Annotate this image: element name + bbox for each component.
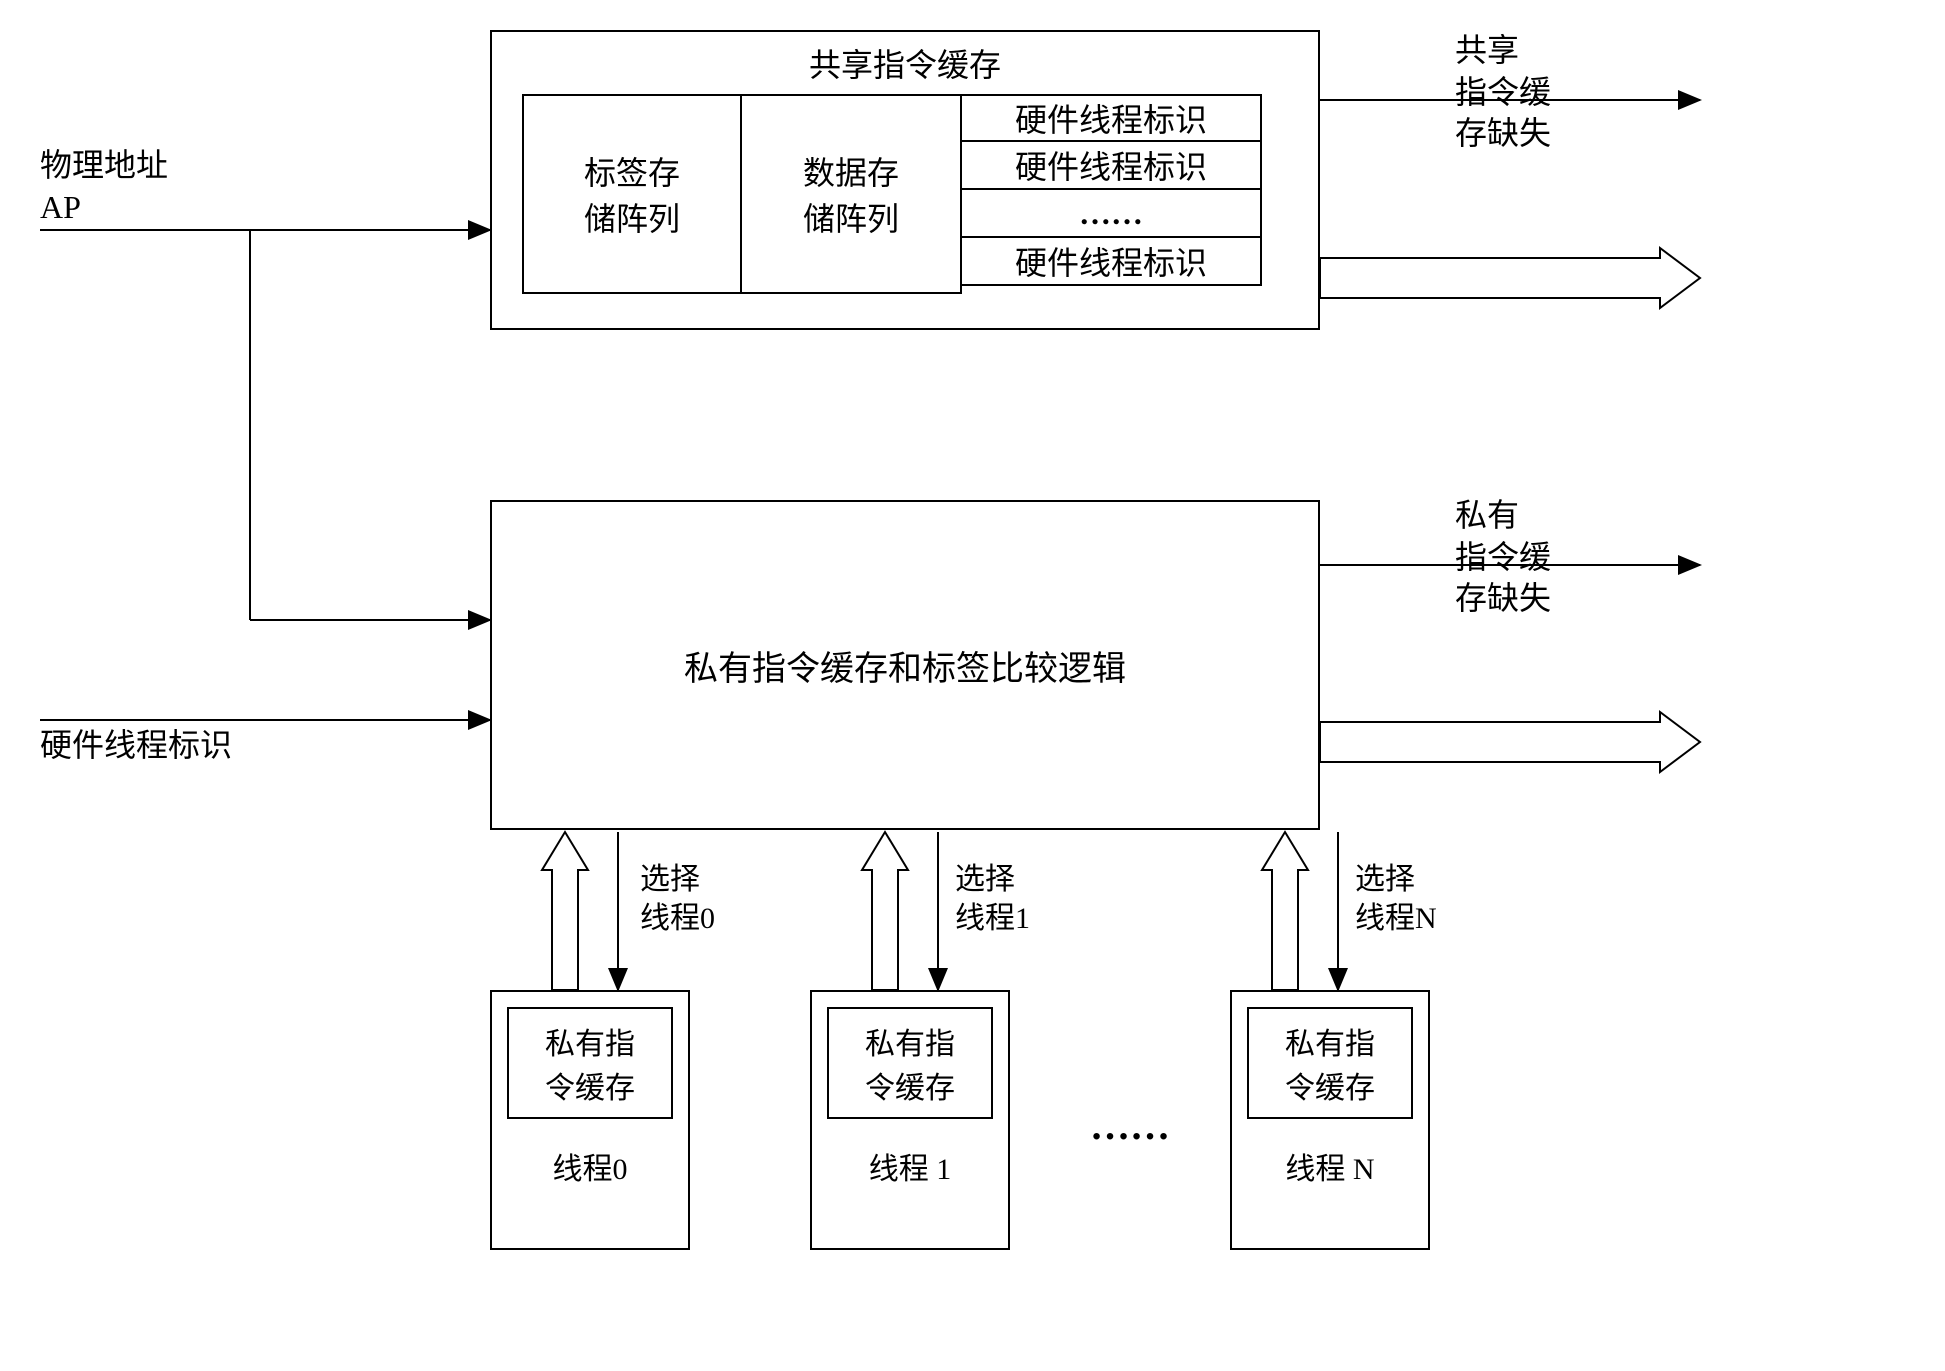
t0-pc-l2: 令缓存 <box>519 1063 661 1107</box>
physical-address-label: 物理地址 AP <box>40 145 168 228</box>
data-array-l2: 储阵列 <box>803 194 899 240</box>
private-miss-label: 私有 指令缓 存缺失 <box>1455 495 1551 620</box>
select-thread0-label: 选择 线程0 <box>640 860 715 938</box>
shared-miss-l2: 指令缓 <box>1455 72 1551 114</box>
private-cache-instr-text: 缓存指令 <box>1500 722 1628 758</box>
private-miss-l2: 指令缓 <box>1455 537 1551 579</box>
hw-thread-list: 硬件线程标识 硬件线程标识 …… 硬件线程标识 <box>962 94 1262 294</box>
thread0-label: 线程0 <box>507 1144 673 1188</box>
shared-cache-title: 共享指令缓存 <box>492 40 1318 86</box>
hw-thread-id-label: 硬件线程标识 <box>40 725 232 767</box>
threads-ellipsis: …… <box>1090 1100 1170 1152</box>
threadN-private-cache: 私有指 令缓存 <box>1247 1007 1413 1119</box>
thread1-label: 线程 1 <box>827 1144 993 1188</box>
sel1-l1: 选择 <box>955 860 1030 899</box>
thread0-private-cache: 私有指 令缓存 <box>507 1007 673 1119</box>
selN-l1: 选择 <box>1355 860 1437 899</box>
tN-pc-l2: 令缓存 <box>1259 1063 1401 1107</box>
hw-thread-row-1: 硬件线程标识 <box>962 94 1262 142</box>
thread0-up-arrow <box>542 832 588 990</box>
shared-miss-l1: 共享 <box>1455 30 1551 72</box>
select-thread1-label: 选择 线程1 <box>955 860 1030 938</box>
private-miss-l1: 私有 <box>1455 495 1551 537</box>
private-logic-title: 私有指令缓存和标签比较逻辑 <box>684 641 1126 690</box>
t1-pc-l1: 私有指 <box>839 1019 981 1063</box>
tag-array-l2: 储阵列 <box>584 194 680 240</box>
hw-thread-row-n: 硬件线程标识 <box>962 238 1262 286</box>
threadN-box: 私有指 令缓存 线程 N <box>1230 990 1430 1250</box>
shared-cache-instr-label: 缓存指令 <box>1500 255 1628 297</box>
phys-addr-line1: 物理地址 <box>40 145 168 187</box>
tN-pc-l1: 私有指 <box>1259 1019 1401 1063</box>
private-cache-logic-box: 私有指令缓存和标签比较逻辑 <box>490 500 1320 830</box>
thread1-up-arrow <box>862 832 908 990</box>
sel0-l1: 选择 <box>640 860 715 899</box>
thread1-private-cache: 私有指 令缓存 <box>827 1007 993 1119</box>
t0-pc-l1: 私有指 <box>519 1019 661 1063</box>
tag-array-box: 标签存 储阵列 <box>522 94 742 294</box>
select-threadN-label: 选择 线程N <box>1355 860 1437 938</box>
sel0-l2: 线程0 <box>640 899 715 938</box>
phys-addr-line2: AP <box>40 187 168 229</box>
thread0-box: 私有指 令缓存 线程0 <box>490 990 690 1250</box>
selN-l2: 线程N <box>1355 899 1437 938</box>
hw-thread-id-text: 硬件线程标识 <box>40 727 232 763</box>
threadN-up-arrow <box>1262 832 1308 990</box>
hw-thread-row-2: 硬件线程标识 <box>962 142 1262 190</box>
private-cache-instr-label: 缓存指令 <box>1500 720 1628 762</box>
shared-cache-instr-text: 缓存指令 <box>1500 257 1628 293</box>
hw-thread-row-ellipsis: …… <box>962 190 1262 238</box>
tag-array-l1: 标签存 <box>584 148 680 194</box>
data-array-box: 数据存 储阵列 <box>742 94 962 294</box>
data-array-l1: 数据存 <box>803 148 899 194</box>
t1-pc-l2: 令缓存 <box>839 1063 981 1107</box>
shared-miss-l3: 存缺失 <box>1455 113 1551 155</box>
thread1-box: 私有指 令缓存 线程 1 <box>810 990 1010 1250</box>
sel1-l2: 线程1 <box>955 899 1030 938</box>
shared-miss-label: 共享 指令缓 存缺失 <box>1455 30 1551 155</box>
threadN-label: 线程 N <box>1247 1144 1413 1188</box>
private-miss-l3: 存缺失 <box>1455 578 1551 620</box>
shared-cache-box: 共享指令缓存 标签存 储阵列 数据存 储阵列 硬件线程标识 硬件线程标识 …… … <box>490 30 1320 330</box>
